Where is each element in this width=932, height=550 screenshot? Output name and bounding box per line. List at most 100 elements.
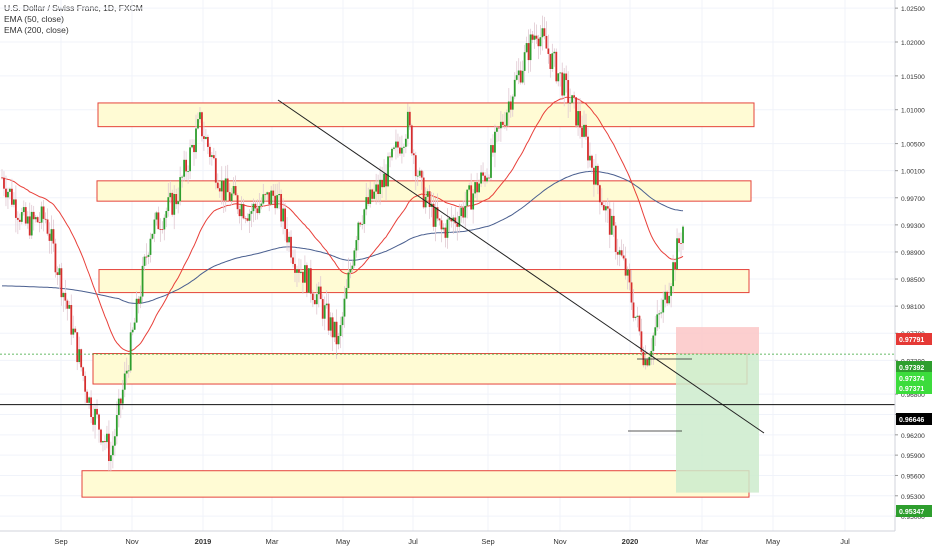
price-tag-label-1: 0.97392	[899, 365, 924, 372]
candle-14	[28, 202, 31, 240]
candle-body-215	[426, 191, 429, 197]
candle-50	[100, 428, 102, 446]
candle-body-322	[638, 315, 641, 332]
candle-342	[678, 232, 680, 252]
candle-body-12	[24, 207, 27, 224]
candle-body-110	[218, 188, 221, 192]
candle-body-298	[591, 155, 593, 168]
candle-263	[521, 60, 524, 85]
candle-body-225	[446, 219, 449, 238]
candle-body-269	[533, 35, 536, 40]
candle-body-240	[476, 182, 479, 193]
candle-179	[355, 235, 358, 258]
price-axis[interactable]: 1.02500 1.02000 1.01500 1.01000 1.00500 1.001…	[894, 0, 932, 531]
candle-141	[280, 189, 283, 228]
candle-body-157	[311, 293, 314, 301]
candle-body-75	[149, 238, 152, 255]
candle-293	[581, 115, 583, 148]
candle-body-107	[212, 155, 215, 159]
candle-body-312	[618, 250, 621, 255]
candle-92	[183, 150, 186, 182]
candle-174	[345, 279, 348, 300]
candle-body-218	[432, 203, 435, 227]
candle-285	[565, 65, 568, 93]
candle-body-73	[145, 256, 148, 258]
candle-body-256	[507, 101, 510, 113]
candle-9	[18, 213, 21, 231]
candle-body-27	[54, 243, 57, 273]
candle-body-202	[400, 147, 403, 154]
candle-body-307	[608, 208, 611, 235]
candle-body-129	[256, 208, 259, 214]
candle-316	[626, 266, 629, 290]
candle-body-179	[355, 240, 358, 251]
candle-124	[246, 213, 249, 223]
candle-235	[466, 189, 469, 219]
candle-body-237	[470, 185, 473, 210]
candle-125	[248, 209, 251, 233]
candle-body-204	[404, 138, 407, 147]
candle-204	[404, 134, 407, 154]
candle-134	[266, 191, 269, 201]
candle-320	[634, 316, 637, 321]
candle-81	[161, 221, 164, 234]
candle-231	[458, 203, 461, 234]
candle-body-142	[282, 208, 285, 222]
candle-body-9	[18, 219, 21, 222]
price-tick-label-19: 0.95000	[901, 514, 925, 521]
candle-body-10	[20, 212, 23, 222]
candle-32	[64, 279, 67, 310]
candle-150	[298, 258, 300, 283]
long-position-tool[interactable]	[676, 327, 759, 493]
candle-128	[254, 200, 257, 221]
candle-body-90	[179, 177, 182, 202]
candle-body-28	[56, 272, 59, 275]
candle-298	[591, 154, 593, 174]
candle-body-321	[636, 315, 639, 317]
candle-309	[612, 202, 615, 237]
candle-body-161	[319, 286, 322, 300]
price-tick-label-13: 0.96800	[901, 392, 925, 399]
candle-body-208	[412, 153, 415, 156]
candle-250	[496, 125, 498, 143]
time-label-3: Mar	[266, 537, 279, 546]
candle-body-254	[503, 124, 506, 126]
candle-230	[456, 211, 459, 241]
zone-4	[81, 470, 750, 498]
candle-body-291	[577, 111, 579, 126]
candle-body-280	[555, 51, 558, 82]
candle-295	[585, 113, 587, 140]
candle-322	[638, 314, 641, 336]
candle-body-145	[288, 236, 290, 243]
candle-157	[311, 289, 314, 308]
time-axis[interactable]: Sep Nov 2019 Mar May Jul Sep Nov 2020 Mar May Jul	[0, 530, 895, 546]
candle-237	[470, 173, 473, 210]
candle-body-151	[300, 271, 302, 273]
price-tick-label-3: 1.01000	[901, 108, 925, 115]
candle-body-337	[668, 295, 671, 304]
candle-292	[579, 97, 581, 139]
candle-200	[397, 133, 399, 158]
candle-296	[587, 128, 589, 169]
candle-body-91	[181, 176, 184, 178]
candle-body-53	[106, 433, 108, 443]
candle-body-125	[248, 213, 251, 221]
candle-207	[410, 123, 413, 156]
candle-body-343	[680, 243, 682, 244]
candle-body-77	[153, 219, 156, 234]
candle-274	[543, 16, 546, 40]
candle-body-114	[226, 178, 229, 193]
candle-10	[20, 207, 23, 225]
candle-223	[442, 223, 445, 232]
candle-body-43	[86, 391, 89, 403]
candle-80	[159, 218, 162, 242]
candle-body-66	[131, 329, 134, 333]
candle-29	[58, 264, 61, 290]
candle-body-16	[32, 211, 35, 220]
candle-15	[30, 204, 33, 239]
candle-body-141	[280, 193, 283, 222]
candle-27	[54, 238, 57, 278]
candle-76	[151, 233, 154, 240]
candle-body-212	[420, 170, 423, 178]
